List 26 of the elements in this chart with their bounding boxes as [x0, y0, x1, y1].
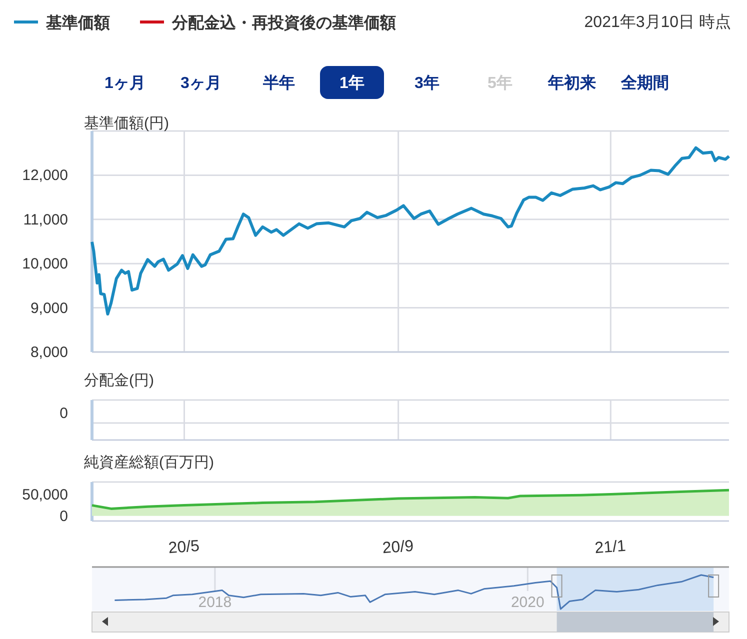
text: 年初来: [547, 74, 596, 92]
text: 半年: [262, 74, 295, 92]
line-series: [90, 146, 730, 316]
y-axis-title: 基準価額(円): [84, 115, 169, 132]
text: 1ヶ月: [104, 75, 146, 92]
x-tick-label: 20/5: [168, 538, 200, 558]
legend-label: 分配金込・再投資後の基準価額: [171, 14, 396, 32]
y-axis-title: 純資産総額(百万円): [84, 454, 214, 471]
text: 3ヶ月: [180, 75, 222, 92]
x-tick-label: 20/9: [382, 538, 414, 558]
text: 2021年3月10日 時点: [584, 13, 731, 31]
text: 分配金(円): [84, 372, 154, 389]
x-tick-label: 2018: [198, 594, 232, 611]
y-tick-label: 8,000: [30, 344, 68, 361]
y-tick-label: 0: [60, 508, 68, 525]
y-tick-label: 11,000: [23, 211, 68, 228]
text: 1年: [340, 74, 364, 92]
legend-label: 基準価額: [45, 14, 110, 32]
y-tick-label: 50,000: [22, 486, 68, 504]
y-tick-label: 10,000: [22, 256, 68, 273]
text: 全期間: [620, 74, 669, 92]
text: 3年: [414, 74, 440, 92]
y-tick-label: 9,000: [30, 300, 68, 317]
y-tick-label: 12,000: [22, 167, 68, 184]
x-tick-label: 21/1: [594, 538, 627, 558]
x-tick-label: 2020: [510, 594, 544, 611]
